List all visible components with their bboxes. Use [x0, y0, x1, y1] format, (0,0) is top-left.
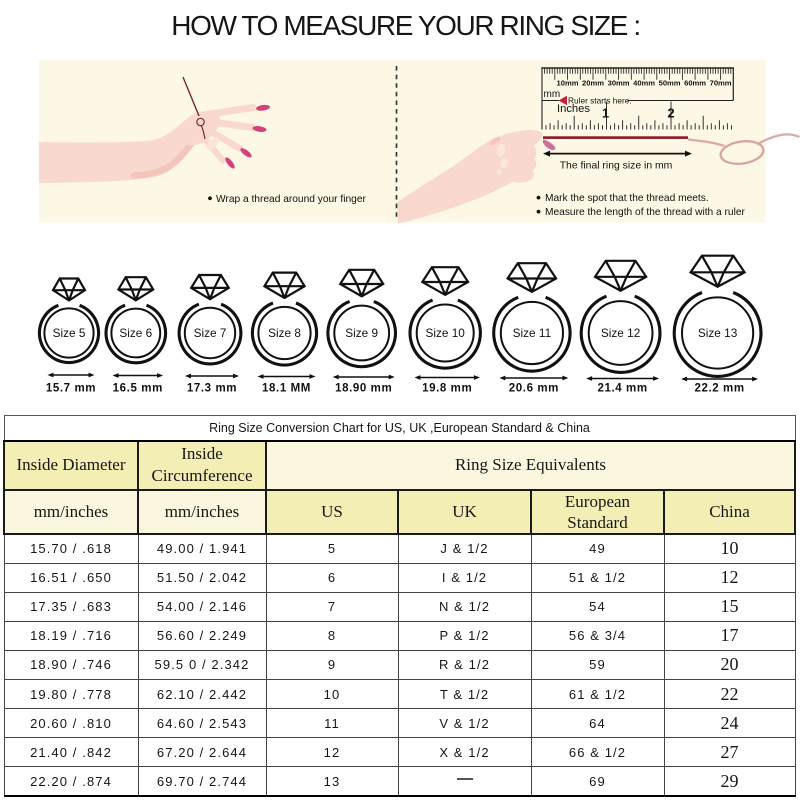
svg-text:30mm: 30mm	[608, 79, 630, 88]
svg-text:Measure the length of the thre: Measure the length of the thread with a …	[545, 207, 746, 218]
svg-text:Inches: Inches	[557, 103, 590, 115]
svg-text:1: 1	[602, 106, 609, 121]
svg-text:18.1 MM: 18.1 MM	[262, 382, 311, 394]
svg-text:Size 11: Size 11	[513, 326, 551, 340]
svg-text:Mark the spot that the thread: Mark the spot that the thread meets.	[545, 193, 709, 204]
svg-text:mm: mm	[544, 89, 561, 100]
svg-text:10mm: 10mm	[557, 79, 579, 88]
svg-text:Wrap a thread around your fing: Wrap a thread around your finger	[216, 194, 366, 205]
svg-text:16.5 mm: 16.5 mm	[113, 382, 163, 394]
svg-text:Size 13: Size 13	[698, 326, 738, 340]
svg-text:15.7 mm: 15.7 mm	[46, 382, 96, 394]
svg-text:Size 6: Size 6	[119, 326, 152, 340]
svg-text:22.2 mm: 22.2 mm	[694, 382, 744, 394]
svg-text:21.4 mm: 21.4 mm	[597, 382, 647, 394]
svg-text:2: 2	[667, 106, 674, 121]
svg-text:Ruler starts here.: Ruler starts here.	[568, 96, 632, 106]
svg-text:40mm: 40mm	[633, 79, 655, 88]
svg-text:17.3 mm: 17.3 mm	[187, 382, 237, 394]
svg-text:Size 7: Size 7	[194, 326, 227, 340]
svg-text:Size 12: Size 12	[601, 326, 640, 340]
svg-text:19.8 mm: 19.8 mm	[422, 382, 472, 394]
svg-text:Size 5: Size 5	[53, 326, 86, 340]
svg-text:Size 8: Size 8	[268, 326, 301, 340]
svg-text:20mm: 20mm	[582, 79, 604, 88]
svg-text:Size 9: Size 9	[345, 326, 378, 340]
svg-text:70mm: 70mm	[710, 79, 732, 88]
svg-text:18.90 mm: 18.90 mm	[335, 382, 392, 394]
svg-text:The final ring size in mm: The final ring size in mm	[560, 161, 673, 172]
svg-text:Size 10: Size 10	[426, 326, 466, 340]
svg-text:20.6 mm: 20.6 mm	[509, 382, 559, 394]
svg-text:50mm: 50mm	[659, 79, 681, 88]
svg-text:60mm: 60mm	[684, 79, 706, 88]
